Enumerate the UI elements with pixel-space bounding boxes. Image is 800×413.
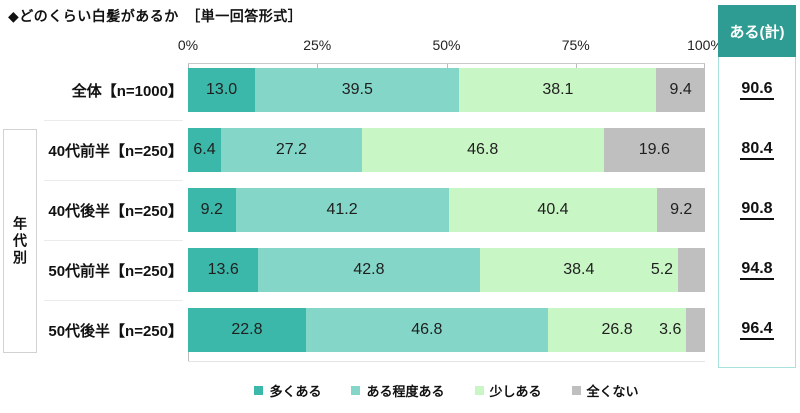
total-value-text: 80.4 <box>740 140 774 160</box>
stacked-bar: 22.8 46.8 26.8 3.6 <box>188 308 705 352</box>
total-value: 90.8 <box>718 200 796 220</box>
legend-item-全くない: 全くない <box>571 381 639 400</box>
x-axis-tick-mark <box>704 63 705 69</box>
row-label: 50代後半【n=250】 <box>48 322 183 340</box>
segment-value: 13.6 <box>207 261 239 278</box>
segment-value: 42.8 <box>353 261 385 278</box>
row-label: 全体【n=1000】 <box>71 82 183 100</box>
stacked-bar: 6.4 27.2 46.8 19.6 <box>188 128 705 172</box>
bar-segment-ある程度ある: 39.5 <box>255 68 460 112</box>
totals-column-header: ある(計) <box>718 5 796 57</box>
segment-value: 3.6 <box>659 321 682 338</box>
chart-title: ◆どのくらい白髪があるか ［単一回答形式］ <box>8 8 303 24</box>
row-separator <box>44 240 183 241</box>
total-value-text: 96.4 <box>740 320 774 340</box>
legend-item-少しある: 少しある <box>474 381 542 400</box>
stacked-bar: 9.2 41.2 40.4 9.2 <box>188 188 705 232</box>
segment-value: 46.8 <box>467 141 499 158</box>
legend: 多くある ある程度ある 少しある 全くない <box>188 381 705 400</box>
total-value: 96.4 <box>718 320 796 340</box>
x-axis-tick-mark <box>317 63 319 69</box>
segment-value: 5.2 <box>650 261 674 278</box>
legend-label: 全くない <box>586 384 639 399</box>
total-value: 90.6 <box>718 80 796 100</box>
category-group-box: 年代別 <box>3 129 37 353</box>
x-axis-tick-label: 25% <box>303 37 332 53</box>
bar-segment-少しある: 38.4 <box>479 248 679 292</box>
segment-value: 9.2 <box>200 201 223 218</box>
bar-segment-多くある: 9.2 <box>188 188 236 232</box>
bar-segment-ある程度ある: 42.8 <box>258 248 480 292</box>
bar-segment-少しある: 26.8 <box>547 308 687 352</box>
segment-value: 27.2 <box>275 141 307 158</box>
x-axis-line <box>188 63 705 64</box>
x-axis-tick-mark <box>446 63 448 69</box>
stacked-bar: 13.6 42.8 38.4 5.2 <box>188 248 705 292</box>
bar-segment-少しある: 40.4 <box>448 188 658 232</box>
bar-segment-多くある: 22.8 <box>188 308 306 352</box>
category-group-label: 年代別 <box>12 215 28 267</box>
bar-segment-少しある: 38.1 <box>459 68 657 112</box>
stacked-bar: 13.0 39.5 38.1 9.4 <box>188 68 705 112</box>
legend-label: ある程度ある <box>366 384 445 399</box>
segment-value: 9.4 <box>669 81 692 98</box>
segment-value: 22.8 <box>231 321 263 338</box>
legend-swatch-icon <box>571 386 581 395</box>
legend-swatch-icon <box>254 386 264 395</box>
row-separator <box>44 300 183 301</box>
bar-segment-全くない: 19.6 <box>603 128 705 172</box>
row-label: 40代前半【n=250】 <box>48 142 183 160</box>
bar-segment-全くない: 9.2 <box>657 188 705 232</box>
segment-value: 38.4 <box>563 261 595 278</box>
bar-segment-全くない: 3.6 <box>659 308 705 352</box>
bar-segment-少しある: 46.8 <box>361 128 604 172</box>
segment-value: 39.5 <box>341 81 373 98</box>
bar-segment-多くある: 13.6 <box>188 248 259 292</box>
plot-bottom-line <box>188 361 705 362</box>
bar-segment-ある程度ある: 46.8 <box>305 308 548 352</box>
segment-value: 9.2 <box>670 201 693 218</box>
segment-value: 40.4 <box>537 201 569 218</box>
segment-value: 41.2 <box>326 201 358 218</box>
x-axis-tick-label: 100% <box>687 37 723 53</box>
totals-column-body <box>718 57 796 368</box>
segment-value: 6.4 <box>193 141 216 158</box>
total-value-text: 94.8 <box>740 260 774 280</box>
bar-segment-多くある: 13.0 <box>188 68 256 112</box>
total-value: 80.4 <box>718 140 796 160</box>
segment-value: 13.0 <box>206 81 238 98</box>
row-separator <box>44 180 183 181</box>
x-axis-tick-label: 75% <box>561 37 590 53</box>
row-label: 40代後半【n=250】 <box>48 202 183 220</box>
legend-swatch-icon <box>474 386 484 395</box>
segment-value: 26.8 <box>601 321 633 338</box>
total-value: 94.8 <box>718 260 796 280</box>
segment-value: 46.8 <box>411 321 443 338</box>
row-label: 50代前半【n=250】 <box>48 262 183 280</box>
bar-segment-全くない: 5.2 <box>651 248 705 292</box>
row-separator <box>44 120 183 121</box>
x-axis-tick-label: 0% <box>177 37 199 53</box>
legend-swatch-icon <box>351 386 361 395</box>
total-value-text: 90.6 <box>740 80 774 100</box>
bar-segment-多くある: 6.4 <box>188 128 222 172</box>
x-axis-tick-mark <box>188 63 189 69</box>
bar-segment-全くない: 9.4 <box>656 68 705 112</box>
legend-item-多くある: 多くある <box>254 381 321 400</box>
legend-label: 少しある <box>489 384 542 399</box>
segment-value: 38.1 <box>542 81 574 98</box>
total-value-text: 90.8 <box>740 200 774 220</box>
legend-item-ある程度ある: ある程度ある <box>351 381 445 400</box>
x-axis-bottom-tick <box>188 352 189 361</box>
bar-segment-ある程度ある: 41.2 <box>235 188 449 232</box>
bar-segment-ある程度ある: 27.2 <box>221 128 362 172</box>
x-axis-tick-label: 50% <box>432 37 461 53</box>
segment-value: 19.6 <box>638 141 670 158</box>
legend-label: 多くある <box>269 384 322 399</box>
x-axis-tick-mark <box>575 63 577 69</box>
